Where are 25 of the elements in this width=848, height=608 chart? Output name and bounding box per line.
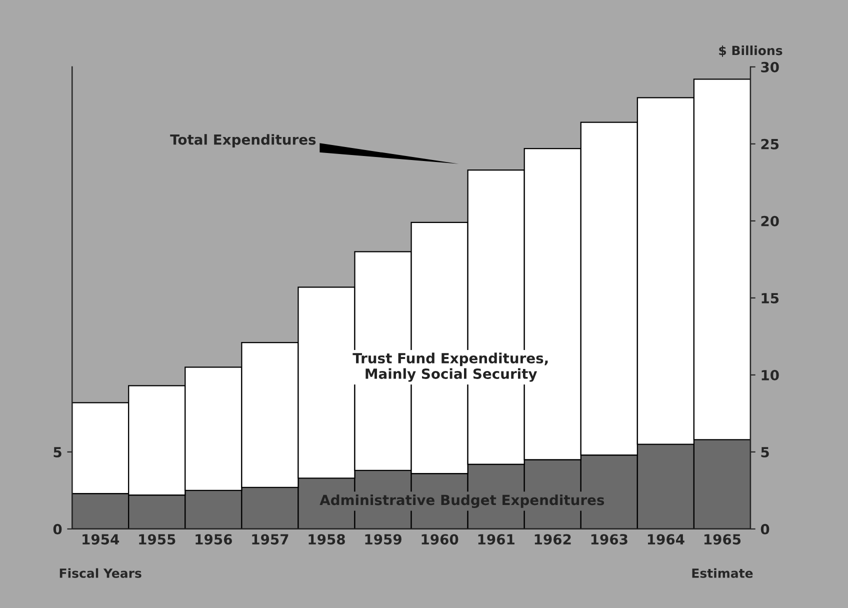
x-axis-title: Fiscal Years [60, 568, 142, 578]
x-tick-label: 1961 [478, 534, 514, 545]
x-tick-label: 1963 [591, 534, 628, 545]
annotation: Total Expenditures [170, 134, 316, 148]
y2-tick-label: 15 [762, 293, 779, 304]
y2-tick-label: 10 [762, 370, 779, 380]
series-label: Administrative Budget Expenditures [320, 494, 604, 508]
series-label: Trust Fund Expenditures, Mainly Social Security [352, 352, 548, 382]
x-tick-label: 1964 [648, 534, 684, 545]
x-tick-label: 1955 [139, 534, 176, 545]
y2-tick-label: 5 [761, 447, 769, 458]
y2-tick-label: 20 [761, 216, 779, 226]
x-tick-label: 1960 [422, 534, 458, 545]
x-tick-label: 1954 [82, 534, 120, 545]
y2-tick-label: 30 [761, 62, 779, 72]
y2-tick-label: 0 [760, 524, 770, 534]
x-tick-label: 1958 [308, 534, 345, 545]
x-tick-label: 1962 [534, 534, 571, 545]
x-tick-label: 1956 [196, 534, 232, 545]
x-tick-label: 1957 [252, 534, 288, 545]
x-tick-label: 1959 [365, 534, 402, 545]
x-tick-label: 1965 [704, 534, 741, 545]
text: Estimate [692, 568, 753, 578]
y2-axis-title: $ Billions [719, 46, 782, 57]
y2-tick-label: 25 [761, 138, 779, 150]
